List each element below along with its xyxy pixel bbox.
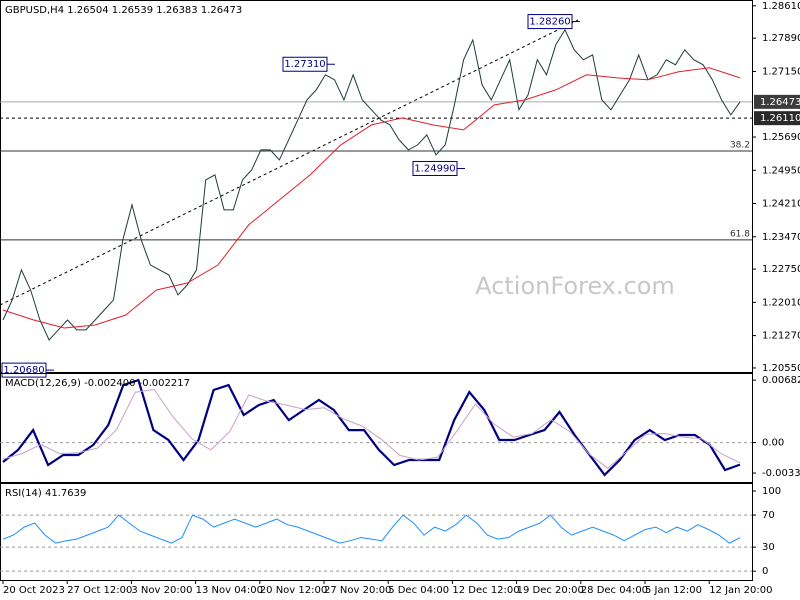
- y-tick-label: 1.27150: [762, 66, 800, 77]
- series-line: [2, 67, 741, 329]
- x-tick-label: 19 Dec 20:00: [517, 585, 584, 596]
- panel-frame: [0, 373, 753, 483]
- annotation-label: 1.24990: [414, 163, 455, 174]
- y-tick-label: 1.20550: [762, 363, 800, 374]
- annotation-box: [412, 160, 458, 176]
- y-tick-label: 0: [762, 566, 768, 577]
- price-marker-box: [754, 94, 800, 109]
- x-tick-label: 12 Jan 20:00: [709, 585, 772, 596]
- y-tick-label: 0.00: [762, 438, 784, 449]
- price-marker-label: 1.26473: [760, 97, 800, 108]
- series-line: [2, 28, 741, 341]
- annotation-label: 1.27310: [284, 59, 325, 70]
- y-tick-label: 1.22010: [762, 297, 800, 308]
- x-tick-label: 13 Nov 04:00: [196, 585, 263, 596]
- y-tick-label: 1.24950: [762, 165, 800, 176]
- y-tick-label: 1.27890: [762, 33, 800, 44]
- watermark: ActionForex.com: [475, 272, 675, 300]
- annotation-label: 1.28260: [529, 17, 570, 28]
- annotation-label: 1.20680: [3, 365, 44, 376]
- y-tick-label: 100: [762, 486, 781, 497]
- x-tick-label: 3 Nov 20:00: [131, 585, 192, 596]
- panel-frame: [0, 483, 753, 581]
- series-line: [2, 388, 741, 469]
- panel-title: GBPUSD,H4 1.26504 1.26539 1.26383 1.2647…: [5, 5, 242, 16]
- x-tick-label: 28 Dec 04:00: [581, 585, 648, 596]
- y-tick-label: 70: [762, 510, 775, 521]
- annotation-box: [282, 56, 328, 72]
- y-tick-label: 1.21270: [762, 331, 800, 342]
- x-tick-label: 27 Oct 12:00: [67, 585, 132, 596]
- y-tick-label: 1.23470: [762, 232, 800, 243]
- x-tick-label: 20 Nov 12:00: [260, 585, 327, 596]
- fib-label: 38.2: [730, 140, 750, 150]
- series-line: [2, 514, 741, 544]
- panel-frame: [0, 0, 753, 373]
- y-tick-label: 0.006823: [762, 375, 800, 386]
- x-tick-label: 20 Oct 2023: [3, 585, 65, 596]
- price-marker-label: 1.26110: [760, 113, 800, 124]
- annotation-box: [527, 14, 573, 30]
- x-tick-label: 5 Dec 04:00: [388, 585, 449, 596]
- fib-label: 61.8: [730, 229, 750, 239]
- panel-title: RSI(14) 41.7639: [5, 488, 86, 499]
- y-tick-label: 1.25690: [762, 132, 800, 143]
- series-line: [2, 378, 741, 477]
- panel-title: MACD(12,26,9) -0.002400 -0.002217: [5, 378, 190, 389]
- y-tick-label: 30: [762, 542, 775, 553]
- y-tick-label: -0.003321: [762, 468, 800, 479]
- x-tick-label: 27 Nov 20:00: [324, 585, 391, 596]
- y-tick-label: 1.22750: [762, 264, 800, 275]
- price-marker-box: [754, 111, 800, 126]
- y-tick-label: 1.28610: [762, 1, 800, 12]
- x-tick-label: 12 Dec 12:00: [452, 585, 519, 596]
- x-tick-label: 5 Jan 12:00: [645, 585, 702, 596]
- y-tick-label: 1.24210: [762, 199, 800, 210]
